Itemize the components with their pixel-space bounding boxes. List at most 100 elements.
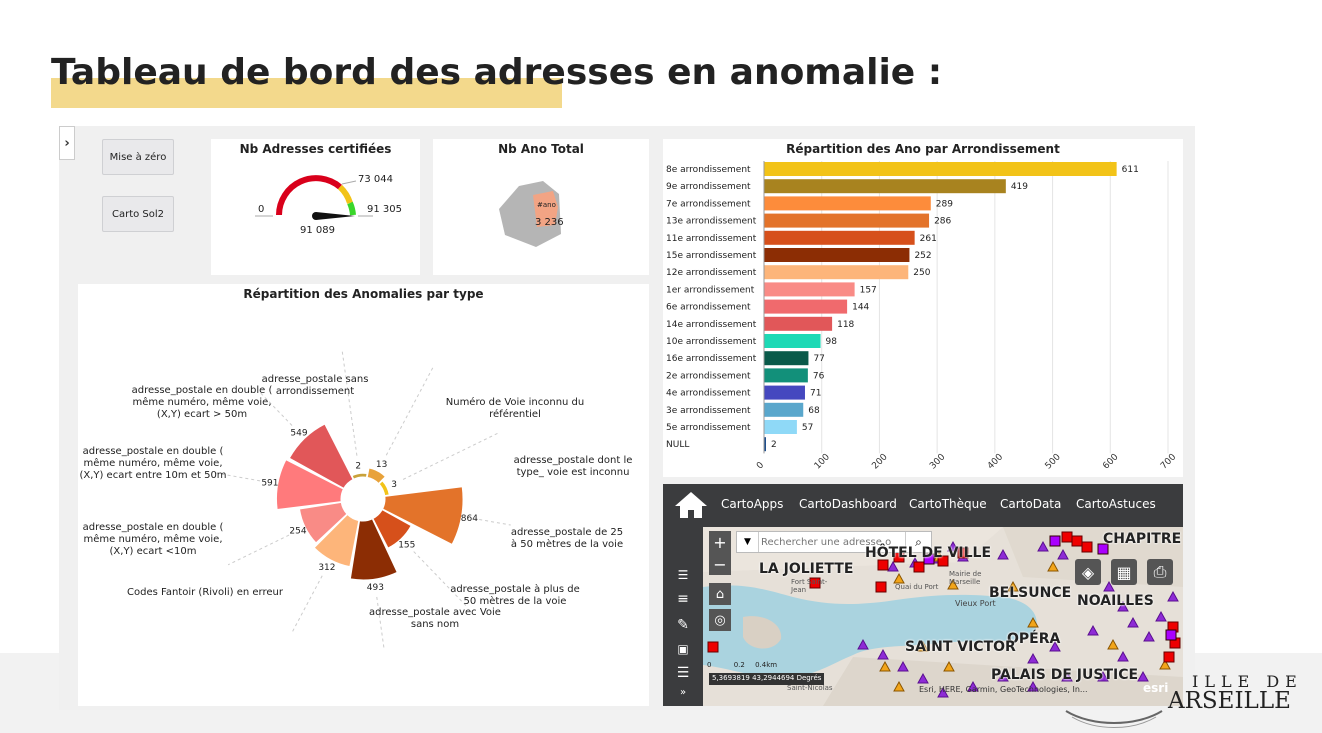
- map-area[interactable]: + − ⌂ ◎ ▼ ⌕ ◈ ▦ ⎙ HÔTEL DE VILLE LA JOLI…: [703, 527, 1183, 706]
- category-label: adresse_postale sans arrondissement: [261, 374, 369, 397]
- bar-value-label: 250: [913, 268, 930, 278]
- category-label: 11e arrondissement: [666, 234, 757, 244]
- map-book-icon[interactable]: ▣: [677, 642, 689, 656]
- category-label: 14e arrondissement: [666, 320, 757, 330]
- anomaly-marker: [1167, 590, 1179, 602]
- sector-value-label: 3: [391, 480, 397, 490]
- zoom-in-button[interactable]: +: [709, 531, 731, 553]
- anomaly-marker: [1049, 640, 1061, 652]
- polar-sector: [313, 513, 360, 568]
- carto-sol2-button[interactable]: Carto Sol2: [102, 196, 174, 232]
- sector-value-label: 493: [367, 583, 384, 593]
- category-label: adresse_postale en double ( même numéro,…: [82, 522, 224, 557]
- category-label: 12e arrondissement: [666, 268, 757, 278]
- anomaly-marker: [1047, 560, 1059, 572]
- category-label: 1er arrondissement: [666, 285, 755, 295]
- address-marker: [1071, 535, 1083, 547]
- map-place-label: PALAIS DE JUSTICE: [991, 667, 1139, 683]
- gauge-panel: Nb Adresses certifiées 0 73 044 91 305 9…: [211, 139, 420, 275]
- nav-cartodata[interactable]: CartoData: [1000, 497, 1062, 511]
- x-tick-label: 100: [813, 452, 832, 471]
- esri-logo: esri: [1143, 681, 1169, 695]
- reset-button[interactable]: Mise à zéro: [102, 139, 174, 175]
- page-title: Tableau de bord des adresses en anomalie…: [51, 52, 943, 93]
- leader-line: [292, 575, 323, 632]
- address-marker: [809, 577, 821, 589]
- gauge-needle: [312, 212, 355, 220]
- nav-cartoastuces[interactable]: CartoAstuces: [1076, 497, 1156, 511]
- bar: [764, 265, 909, 280]
- bar-value-label: 98: [826, 337, 838, 347]
- category-label: 4e arrondissement: [666, 389, 751, 399]
- nav-cartodashboard[interactable]: CartoDashboard: [799, 497, 897, 511]
- bar-value-label: 157: [860, 285, 877, 295]
- nav-cartoapps[interactable]: CartoApps: [721, 497, 784, 511]
- address-marker: [1097, 543, 1109, 555]
- anomaly-marker: [897, 660, 909, 672]
- category-label: adresse_postale avec Voie sans nom: [369, 607, 501, 630]
- chevron-right-icon[interactable]: ›: [59, 126, 75, 160]
- sector-value-label: 254: [289, 527, 306, 537]
- anomalies-type-chart-panel: Répartition des Anomalies par type 2 13 3 8…: [78, 284, 649, 706]
- address-marker: [1049, 535, 1061, 547]
- map-home-icon[interactable]: ⌂: [709, 583, 731, 605]
- logo-line1: ILLE DE: [1192, 672, 1303, 691]
- leader-line: [227, 534, 290, 566]
- category-label: 5e arrondissement: [666, 423, 751, 433]
- bar: [764, 402, 804, 417]
- category-label: adresse_postale en double ( même numéro,…: [131, 385, 273, 420]
- category-label: Numéro de Voie inconnu du référentiel: [445, 397, 585, 420]
- gauge-arc-green: [347, 201, 356, 216]
- home-icon[interactable]: [673, 490, 709, 520]
- sector-value-label: 312: [318, 563, 335, 573]
- basemap-grid-icon[interactable]: ▦: [1111, 559, 1137, 585]
- anomaly-marker: [1117, 600, 1129, 612]
- polar-sector: [288, 423, 354, 490]
- anomaly-marker: [917, 672, 929, 684]
- expand-icon[interactable]: »: [679, 687, 687, 698]
- anomaly-marker: [1027, 652, 1039, 664]
- x-tick-label: 600: [1101, 452, 1120, 471]
- address-marker: [937, 555, 949, 567]
- form-icon[interactable]: ☰: [677, 568, 689, 582]
- anomaly-marker: [1097, 670, 1109, 682]
- locate-icon[interactable]: ◎: [709, 609, 731, 631]
- map-place-label: CHAPITRE: [1103, 531, 1182, 547]
- gauge-target-label: 73 044: [358, 174, 393, 185]
- anomaly-marker: [997, 548, 1009, 560]
- layers-icon[interactable]: ◈: [1075, 559, 1101, 585]
- title-highlight: [51, 78, 562, 108]
- polar-sector: [276, 459, 345, 511]
- gauge-arc-yellow: [337, 184, 353, 205]
- search-icon[interactable]: ⌕: [905, 532, 931, 552]
- menu-icon[interactable]: ☰: [676, 665, 690, 681]
- anomaly-marker: [1061, 670, 1073, 682]
- address-marker: [877, 559, 889, 571]
- category-label: adresse_postale dont le type_ voie est i…: [513, 455, 633, 478]
- map-small-label: Mairie de Marseille: [949, 570, 982, 586]
- map-place-label: BELSUNCE: [989, 585, 1072, 601]
- chevron-down-icon[interactable]: ▼: [737, 532, 759, 552]
- list-icon[interactable]: ≡: [677, 591, 689, 607]
- nav-cartotheque[interactable]: CartoThèque: [909, 497, 987, 511]
- address-marker: [957, 547, 969, 559]
- bar-value-label: 252: [914, 251, 931, 261]
- leader-line: [376, 596, 385, 648]
- leader-line: [385, 366, 434, 456]
- leader-line: [402, 432, 499, 480]
- leader-line: [479, 518, 511, 526]
- print-icon[interactable]: ⎙: [1147, 559, 1173, 585]
- anomaly-marker: [1155, 610, 1167, 622]
- x-tick-label: 300: [928, 452, 947, 471]
- tools-icon[interactable]: ✎: [677, 617, 689, 633]
- anomaly-marker: [893, 680, 905, 692]
- category-label: 9e arrondissement: [666, 182, 751, 192]
- map-sidebar: ☰ ≡ ✎ ▣ ☰ »: [663, 527, 703, 706]
- leader-line: [258, 390, 293, 426]
- bar: [764, 230, 915, 245]
- polar-sector: [378, 480, 390, 497]
- scale-label: 0: [707, 661, 712, 669]
- sector-value-label: 2: [355, 462, 361, 472]
- map-search-input[interactable]: [761, 534, 903, 550]
- zoom-out-button[interactable]: −: [709, 553, 731, 575]
